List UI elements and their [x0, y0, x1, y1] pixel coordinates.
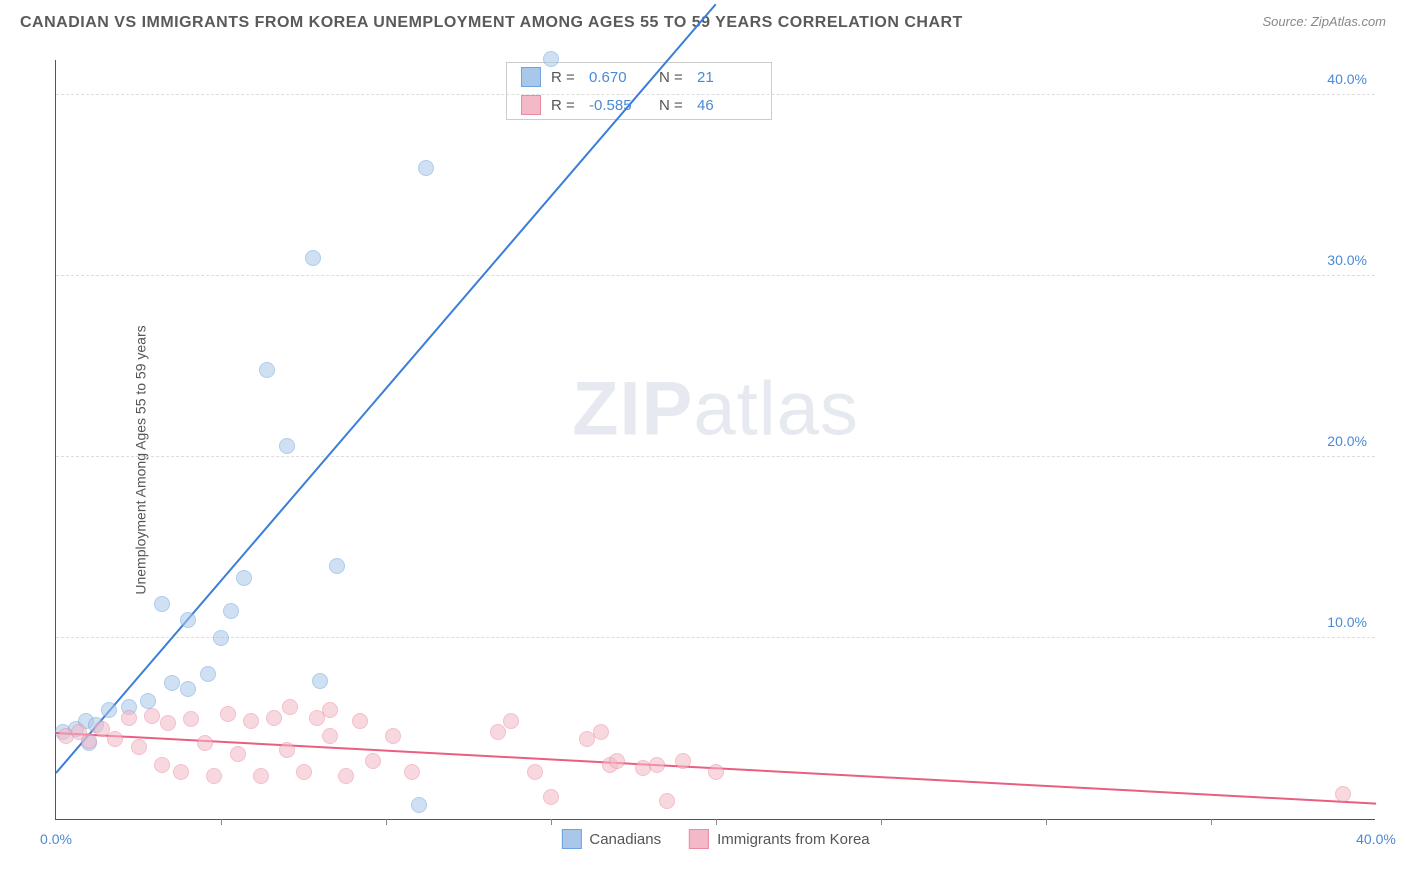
scatter-point: [154, 757, 170, 773]
x-tick-minor: [1046, 819, 1047, 825]
y-tick-label: 40.0%: [1327, 71, 1367, 87]
source-label: Source: ZipAtlas.com: [1262, 14, 1386, 29]
scatter-point: [490, 724, 506, 740]
legend-row: R = 0.670 N = 21: [507, 63, 771, 91]
scatter-point: [259, 362, 275, 378]
scatter-point: [206, 768, 222, 784]
scatter-point: [140, 693, 156, 709]
x-tick-minor: [551, 819, 552, 825]
y-tick-label: 30.0%: [1327, 252, 1367, 268]
scatter-point: [385, 728, 401, 744]
scatter-point: [659, 793, 675, 809]
scatter-point: [527, 764, 543, 780]
x-tick-minor: [1211, 819, 1212, 825]
scatter-point: [160, 715, 176, 731]
scatter-point: [173, 764, 189, 780]
scatter-point: [131, 739, 147, 755]
scatter-point: [543, 51, 559, 67]
scatter-point: [230, 746, 246, 762]
scatter-point: [243, 713, 259, 729]
scatter-point: [411, 797, 427, 813]
scatter-point: [503, 713, 519, 729]
chart-container: Unemployment Among Ages 55 to 59 years Z…: [0, 40, 1406, 880]
scatter-point: [322, 702, 338, 718]
gridline: [56, 275, 1375, 276]
x-tick-label: 0.0%: [40, 831, 72, 847]
scatter-point: [1335, 786, 1351, 802]
chart-title: CANADIAN VS IMMIGRANTS FROM KOREA UNEMPL…: [20, 14, 963, 32]
scatter-point: [200, 666, 216, 682]
legend-item: Immigrants from Korea: [689, 829, 870, 849]
scatter-point: [404, 764, 420, 780]
scatter-point: [81, 733, 97, 749]
scatter-point: [305, 250, 321, 266]
swatch-icon: [561, 829, 581, 849]
x-tick-label: 40.0%: [1356, 831, 1396, 847]
y-tick-label: 20.0%: [1327, 433, 1367, 449]
scatter-point: [220, 706, 236, 722]
y-tick-label: 10.0%: [1327, 614, 1367, 630]
scatter-point: [609, 753, 625, 769]
legend-item: Canadians: [561, 829, 661, 849]
scatter-point: [121, 710, 137, 726]
scatter-point: [107, 731, 123, 747]
scatter-point: [213, 630, 229, 646]
scatter-point: [543, 789, 559, 805]
swatch-icon: [521, 67, 541, 87]
gridline: [56, 456, 1375, 457]
scatter-point: [236, 570, 252, 586]
scatter-point: [338, 768, 354, 784]
scatter-point: [154, 596, 170, 612]
scatter-point: [183, 711, 199, 727]
scatter-point: [296, 764, 312, 780]
watermark: ZIPatlas: [572, 366, 859, 453]
scatter-point: [312, 673, 328, 689]
scatter-point: [180, 681, 196, 697]
scatter-point: [418, 160, 434, 176]
x-tick-minor: [386, 819, 387, 825]
scatter-point: [164, 675, 180, 691]
scatter-point: [593, 724, 609, 740]
plot-area: ZIPatlas R = 0.670 N = 21 R = -0.585 N =…: [55, 60, 1375, 820]
scatter-point: [329, 558, 345, 574]
scatter-point: [365, 753, 381, 769]
scatter-point: [708, 764, 724, 780]
gridline: [56, 637, 1375, 638]
scatter-point: [352, 713, 368, 729]
scatter-point: [101, 702, 117, 718]
x-tick-minor: [716, 819, 717, 825]
scatter-point: [675, 753, 691, 769]
swatch-icon: [521, 95, 541, 115]
scatter-point: [322, 728, 338, 744]
scatter-point: [223, 603, 239, 619]
scatter-point: [282, 699, 298, 715]
x-tick-minor: [881, 819, 882, 825]
scatter-point: [253, 768, 269, 784]
scatter-point: [279, 438, 295, 454]
scatter-point: [649, 757, 665, 773]
regression-line: [55, 3, 717, 773]
gridline: [56, 94, 1375, 95]
scatter-point: [266, 710, 282, 726]
legend-series: Canadians Immigrants from Korea: [561, 829, 869, 849]
swatch-icon: [689, 829, 709, 849]
scatter-point: [197, 735, 213, 751]
scatter-point: [144, 708, 160, 724]
x-tick-minor: [221, 819, 222, 825]
scatter-point: [279, 742, 295, 758]
scatter-point: [180, 612, 196, 628]
